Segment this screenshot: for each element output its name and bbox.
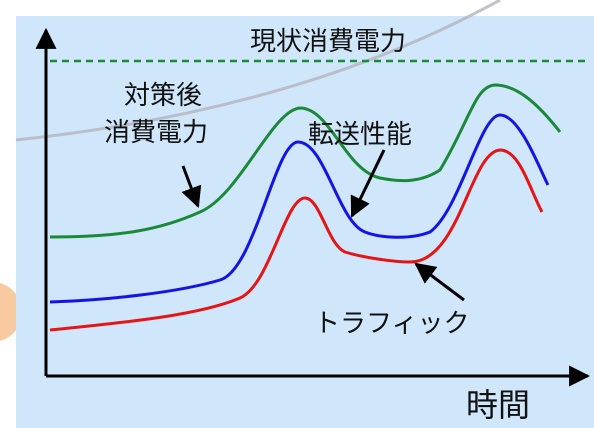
traffic-label: トラフィック (314, 309, 469, 339)
transfer-curve (49, 113, 550, 304)
x-axis-label: 時間 (466, 386, 530, 424)
traffic-arrow (414, 262, 465, 302)
diagram-panel (16, 16, 594, 428)
background-arc (15, 0, 501, 142)
traffic-curve (49, 148, 544, 332)
current-power-label: 現状消費電力 (250, 27, 406, 57)
transfer-performance-label: 転送性能 (308, 120, 412, 150)
after-power-label-line1: 対策後 (124, 81, 202, 111)
after-power-curve (49, 83, 562, 239)
after-power-arrow (181, 165, 202, 208)
transfer-arrow (350, 149, 386, 218)
after-power-label-line2: 消費電力 (104, 118, 208, 148)
